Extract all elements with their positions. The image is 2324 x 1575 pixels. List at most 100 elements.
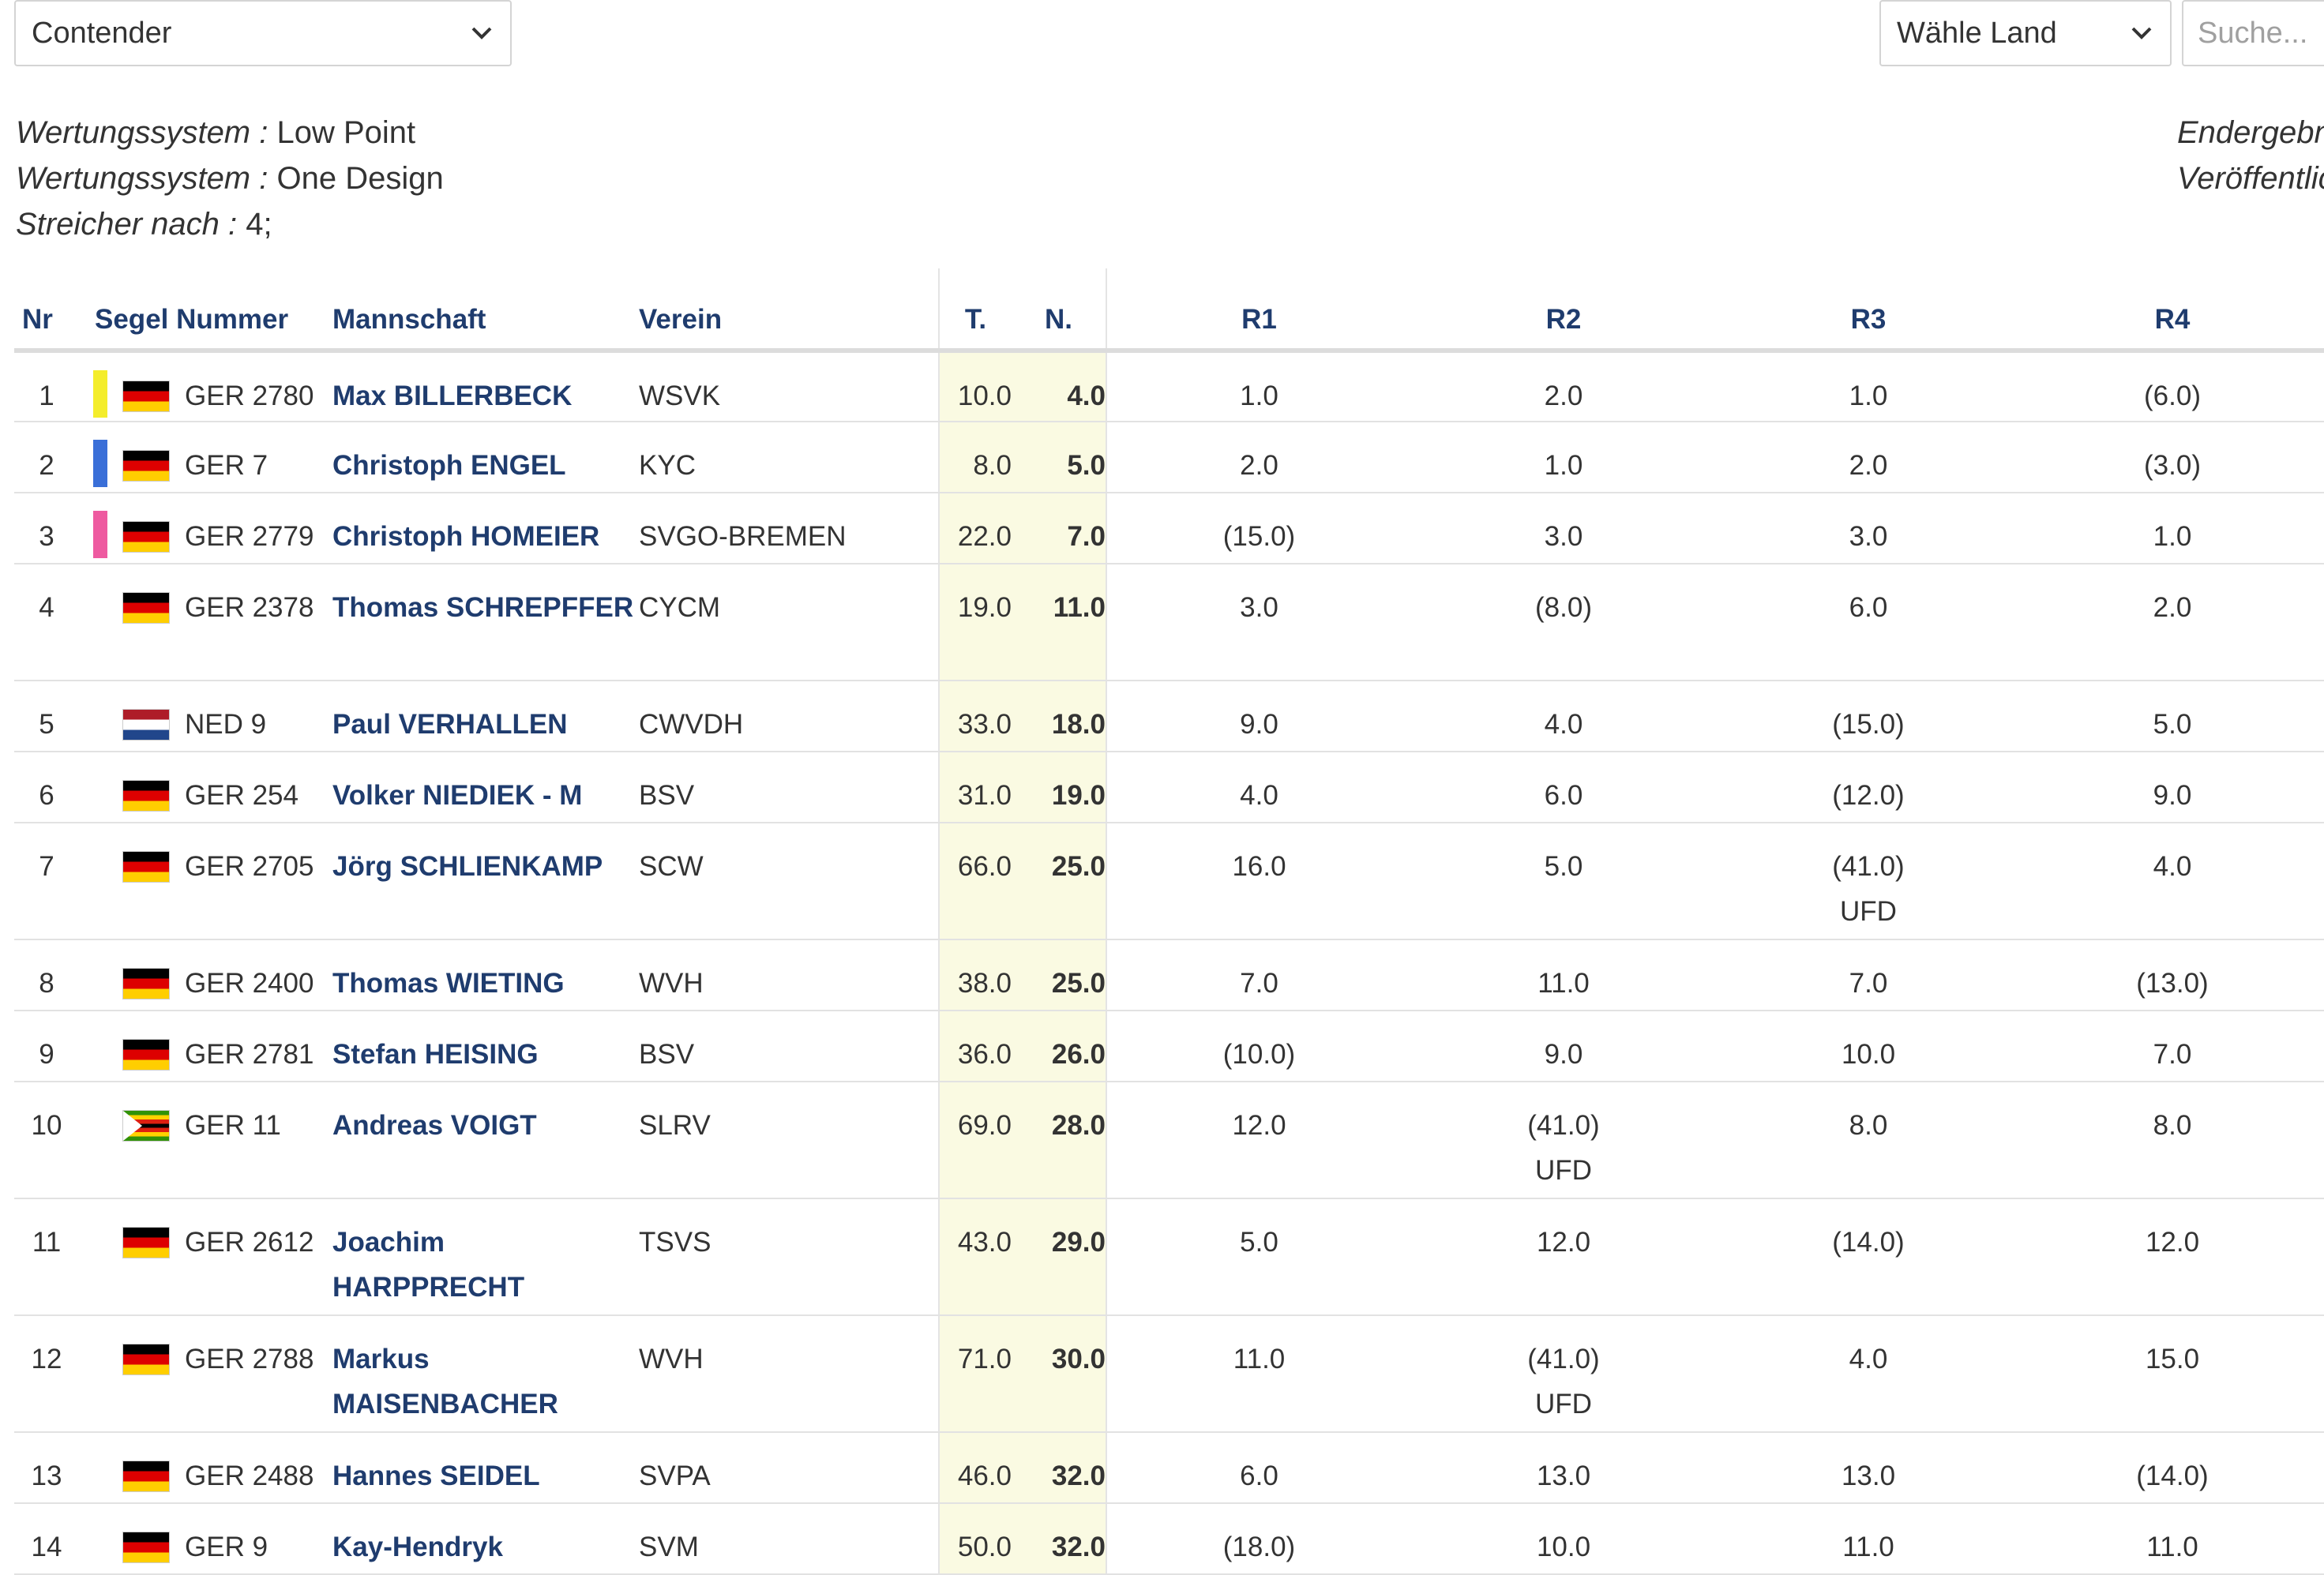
team-name-link[interactable]: Markus MAISENBACHER	[332, 1315, 639, 1433]
team-name-link[interactable]: Hannes SEIDEL	[332, 1432, 639, 1504]
table-row[interactable]: 6 GER 254 Volker NIEDIEK - M BSV 31.0 19.0 4.0…	[14, 752, 2324, 823]
race-result-r2[interactable]: (41.0) UFD	[1411, 1315, 1716, 1433]
table-row[interactable]: 7 GER 2705 Jörg SCHLIENKAMP SCW 66.0 25.0 16.0…	[14, 823, 2324, 940]
table-row[interactable]: 8 GER 2400 Thomas WIETING WVH 38.0 25.0 7.0 11.…	[14, 939, 2324, 1011]
race-result-r4[interactable]: (14.0)	[2021, 1432, 2324, 1504]
race-result-r1[interactable]: 2.0	[1106, 422, 1411, 493]
table-row[interactable]: 4 GER 2378 Thomas SCHREPFFER CYCM 19.0 11.0 3.…	[14, 564, 2324, 681]
race-result-r2[interactable]: 6.0	[1411, 752, 1716, 823]
race-result-r1[interactable]: 12.0	[1106, 1082, 1411, 1199]
race-result-r2[interactable]: 11.0	[1411, 939, 1716, 1011]
race-result-r1[interactable]: 3.0	[1106, 564, 1411, 681]
race-result-r2[interactable]: (41.0) UFD	[1411, 1082, 1716, 1199]
race-result-r4[interactable]: 11.0	[2021, 1503, 2324, 1575]
header-nr[interactable]: Nr	[14, 268, 93, 353]
team-name-link[interactable]: Thomas SCHREPFFER	[332, 564, 639, 681]
header-r2[interactable]: R2	[1411, 268, 1716, 353]
header-r1[interactable]: R1	[1106, 268, 1411, 353]
race-result-r3[interactable]: 4.0	[1716, 1315, 2021, 1433]
header-r4[interactable]: R4	[2021, 268, 2324, 353]
race-result-r2[interactable]: 5.0	[1411, 823, 1716, 940]
race-result-r3[interactable]: 7.0	[1716, 939, 2021, 1011]
race-result-r3[interactable]: (12.0)	[1716, 752, 2021, 823]
race-result-r2[interactable]: 13.0	[1411, 1432, 1716, 1504]
team-name-link[interactable]: Christoph ENGEL	[332, 422, 639, 493]
table-row[interactable]: 1 GER 2780 Max BILLERBECK WSVK 10.0 4.0 1.0 2.0…	[14, 351, 2324, 422]
race-result-r4[interactable]: 5.0	[2021, 681, 2324, 752]
table-row[interactable]: 13 GER 2488 Hannes SEIDEL SVPA 46.0 32.0 6.0 13…	[14, 1432, 2324, 1504]
header-r3[interactable]: R3	[1716, 268, 2021, 353]
table-row[interactable]: 2 GER 7 Christoph ENGEL KYC 8.0 5.0 2.0 1.0 2.0 (…	[14, 422, 2324, 493]
race-result-r1[interactable]: 4.0	[1106, 752, 1411, 823]
race-result-r3[interactable]: 10.0	[1716, 1011, 2021, 1082]
race-result-r3[interactable]: 13.0	[1716, 1432, 2021, 1504]
race-result-r1[interactable]: 9.0	[1106, 681, 1411, 752]
race-result-r4[interactable]: 9.0	[2021, 752, 2324, 823]
header-sail-number[interactable]: Segel Nummer	[93, 268, 332, 353]
team-name-link[interactable]: Andreas VOIGT	[332, 1082, 639, 1199]
race-result-r3[interactable]: 6.0	[1716, 564, 2021, 681]
table-row[interactable]: 10 GER 11 Andreas VOIGT SLRV 69.0 28.0 12.0 (41…	[14, 1082, 2324, 1199]
race-result-r4[interactable]: 2.0	[2021, 564, 2324, 681]
race-result-r4[interactable]: 4.0	[2021, 823, 2324, 940]
team-name-link[interactable]: Volker NIEDIEK - M	[332, 752, 639, 823]
race-result-r3[interactable]: 1.0	[1716, 351, 2021, 422]
race-result-r2[interactable]: 3.0	[1411, 493, 1716, 564]
team-name-link[interactable]: Christoph HOMEIER	[332, 493, 639, 564]
race-result-r1[interactable]: (15.0)	[1106, 493, 1411, 564]
race-result-r2[interactable]: 12.0	[1411, 1198, 1716, 1316]
header-club[interactable]: Verein	[639, 268, 939, 353]
race-result-r2[interactable]: 2.0	[1411, 351, 1716, 422]
race-result-r4[interactable]: 7.0	[2021, 1011, 2324, 1082]
team-name-link[interactable]: Paul VERHALLEN	[332, 681, 639, 752]
team-name-link[interactable]: Max BILLERBECK	[332, 351, 639, 422]
race-result-r3[interactable]: 2.0	[1716, 422, 2021, 493]
race-result-r1[interactable]: 5.0	[1106, 1198, 1411, 1316]
country-select[interactable]: Wähle Land	[1879, 0, 2172, 66]
race-points: 11.0	[1233, 1344, 1286, 1374]
race-result-r3[interactable]: 8.0	[1716, 1082, 2021, 1199]
table-row[interactable]: 14 GER 9 Kay-Hendryk SVM 50.0 32.0 (18.0) 10.0 1…	[14, 1503, 2324, 1575]
race-points: 4.0	[2153, 851, 2192, 882]
race-result-r1[interactable]: 1.0	[1106, 351, 1411, 422]
country-flag-icon	[123, 710, 169, 740]
team-name-link[interactable]: Thomas WIETING	[332, 939, 639, 1011]
team-name-link[interactable]: Kay-Hendryk	[332, 1503, 639, 1575]
race-result-r3[interactable]: (15.0)	[1716, 681, 2021, 752]
race-result-r2[interactable]: 9.0	[1411, 1011, 1716, 1082]
race-result-r4[interactable]: 12.0	[2021, 1198, 2324, 1316]
team-name-link[interactable]: Stefan HEISING	[332, 1011, 639, 1082]
race-result-r2[interactable]: (8.0)	[1411, 564, 1716, 681]
race-result-r3[interactable]: (41.0) UFD	[1716, 823, 2021, 940]
race-result-r1[interactable]: 16.0	[1106, 823, 1411, 940]
header-total[interactable]: T.	[938, 268, 1012, 353]
race-result-r2[interactable]: 1.0	[1411, 422, 1716, 493]
table-row[interactable]: 5 NED 9 Paul VERHALLEN CWVDH 33.0 18.0 9.0 4.0 (…	[14, 681, 2324, 752]
race-result-r3[interactable]: 11.0	[1716, 1503, 2021, 1575]
class-select[interactable]: Contender	[14, 0, 512, 66]
header-net[interactable]: N.	[1012, 268, 1107, 353]
search-input[interactable]	[2182, 0, 2324, 66]
race-result-r2[interactable]: 4.0	[1411, 681, 1716, 752]
table-row[interactable]: 9 GER 2781 Stefan HEISING BSV 36.0 26.0 (10.0)…	[14, 1011, 2324, 1082]
race-result-r1[interactable]: 6.0	[1106, 1432, 1411, 1504]
table-row[interactable]: 3 GER 2779 Christoph HOMEIER SVGO-BREMEN 22.…	[14, 493, 2324, 564]
race-result-r3[interactable]: 3.0	[1716, 493, 2021, 564]
race-result-r4[interactable]: (3.0)	[2021, 422, 2324, 493]
header-team[interactable]: Mannschaft	[332, 268, 639, 353]
race-result-r4[interactable]: 8.0	[2021, 1082, 2324, 1199]
race-result-r1[interactable]: 11.0	[1106, 1315, 1411, 1433]
race-result-r2[interactable]: 10.0	[1411, 1503, 1716, 1575]
race-result-r4[interactable]: 1.0	[2021, 493, 2324, 564]
race-result-r1[interactable]: (10.0)	[1106, 1011, 1411, 1082]
race-result-r4[interactable]: 15.0	[2021, 1315, 2324, 1433]
race-result-r1[interactable]: 7.0	[1106, 939, 1411, 1011]
team-name-link[interactable]: Joachim HARPPRECHT	[332, 1198, 639, 1316]
race-result-r4[interactable]: (6.0)	[2021, 351, 2324, 422]
race-result-r4[interactable]: (13.0)	[2021, 939, 2324, 1011]
table-row[interactable]: 12 GER 2788 Markus MAISENBACHER WVH 71.0 30.0…	[14, 1315, 2324, 1433]
team-name-link[interactable]: Jörg SCHLIENKAMP	[332, 823, 639, 940]
table-row[interactable]: 11 GER 2612 Joachim HARPPRECHT TSVS 43.0 29.0…	[14, 1198, 2324, 1316]
race-result-r3[interactable]: (14.0)	[1716, 1198, 2021, 1316]
race-result-r1[interactable]: (18.0)	[1106, 1503, 1411, 1575]
